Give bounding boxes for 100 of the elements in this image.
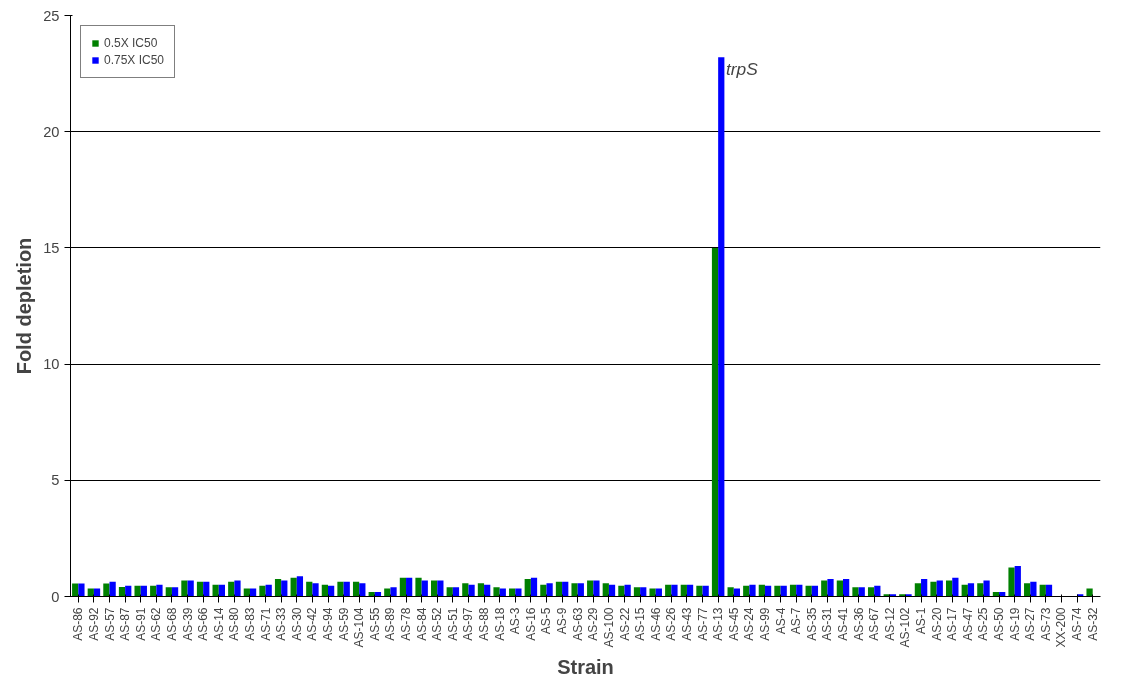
- bar: [1030, 581, 1037, 597]
- bar: [977, 583, 984, 597]
- bar: [421, 580, 428, 597]
- bar: [290, 577, 297, 597]
- x-tick-label: AS-22: [617, 607, 632, 641]
- bar: [181, 580, 188, 597]
- x-tick-label: AS-30: [289, 607, 304, 641]
- x-tick-label: AS-78: [399, 607, 414, 641]
- x-axis-title: Strain: [557, 655, 614, 678]
- x-tick-label: AS-74: [1070, 607, 1085, 641]
- bar: [930, 581, 937, 597]
- bar: [749, 584, 756, 597]
- x-tick-label: AS-16: [523, 607, 538, 641]
- bar: [390, 587, 397, 597]
- legend-label: 0.5X IC50: [104, 36, 158, 50]
- x-tick-label: AS-31: [820, 607, 835, 641]
- bar: [524, 579, 531, 597]
- x-tick-label: AS-3: [508, 607, 523, 635]
- x-tick-label: AS-36: [851, 607, 866, 641]
- y-tick-label: 0: [51, 588, 60, 605]
- bar: [343, 581, 350, 597]
- x-tick-label: AS-18: [492, 607, 507, 641]
- bar: [780, 585, 787, 597]
- x-tick-label: AS-5: [539, 607, 554, 635]
- x-tick-label: AS-91: [133, 607, 148, 641]
- x-tick-label: AS-55: [367, 607, 382, 641]
- x-tick-label: AS-77: [695, 607, 710, 641]
- x-tick-label: AS-100: [601, 607, 616, 648]
- bar: [983, 580, 990, 597]
- x-tick-label: AS-84: [414, 607, 429, 641]
- x-tick-label: AS-4: [773, 607, 788, 635]
- bar: [462, 583, 469, 597]
- bar: [821, 580, 828, 597]
- bar: [359, 583, 366, 597]
- bar: [571, 583, 578, 597]
- x-tick-label: AS-15: [633, 607, 648, 641]
- x-tick-label: AS-59: [336, 607, 351, 641]
- bar: [1024, 583, 1031, 597]
- x-tick-label: AS-41: [836, 607, 850, 641]
- x-tick-label: AS-66: [196, 607, 211, 641]
- x-tick-label: AS-62: [149, 607, 164, 641]
- x-tick-label: AS-92: [86, 607, 101, 641]
- x-tick-label: AS-57: [102, 607, 117, 641]
- bar: [836, 580, 843, 597]
- bar: [431, 580, 438, 597]
- bar: [234, 580, 241, 597]
- x-tick-label: AS-80: [227, 607, 242, 641]
- bar: [312, 583, 319, 597]
- bar: [1014, 566, 1021, 597]
- x-tick-label: AS-13: [711, 607, 726, 641]
- bar: [468, 584, 475, 597]
- bar: [946, 580, 953, 597]
- bar: [718, 57, 725, 597]
- bar: [446, 587, 453, 597]
- bar: [134, 585, 141, 597]
- bar: [150, 585, 157, 597]
- bar: [914, 583, 922, 597]
- x-tick-label: AS-1: [914, 607, 929, 635]
- bar: [867, 587, 875, 597]
- bar: [577, 583, 584, 597]
- bar: [587, 580, 594, 597]
- x-tick-label: AS-25: [976, 607, 991, 641]
- bar: [171, 587, 179, 597]
- bar: [555, 581, 563, 597]
- legend-label: 0.75X IC50: [104, 53, 165, 67]
- y-tick-label: 5: [51, 472, 60, 489]
- x-tick-label: AS-29: [586, 607, 601, 641]
- bar: [649, 588, 656, 597]
- x-tick-label: AS-9: [555, 607, 570, 635]
- x-tick-label: AS-42: [305, 607, 320, 641]
- x-tick-label: AS-94: [321, 607, 335, 641]
- x-tick-label: AS-27: [1023, 607, 1038, 641]
- x-tick-label: AS-50: [992, 607, 1007, 641]
- x-tick-label: AS-26: [664, 607, 679, 641]
- x-tick-label: AS-17: [945, 607, 960, 641]
- bar: [337, 581, 344, 597]
- bar: [764, 585, 772, 597]
- y-tick-label: 10: [43, 356, 60, 373]
- bar: [711, 247, 719, 597]
- y-tick-label: 20: [43, 123, 60, 140]
- x-tick-label: AS-104: [352, 607, 367, 648]
- bar: [967, 583, 975, 597]
- bar: [774, 585, 781, 597]
- x-tick-label: AS-51: [445, 607, 460, 641]
- x-tick-label: AS-45: [726, 607, 741, 641]
- bar: [281, 580, 288, 597]
- bar: [477, 583, 485, 597]
- bar: [1008, 567, 1015, 597]
- x-tick-label: AS-87: [118, 607, 133, 641]
- bar: [187, 580, 194, 597]
- bar: [562, 581, 569, 597]
- bar: [640, 587, 647, 597]
- x-tick-label: AS-73: [1038, 607, 1053, 641]
- y-axis-title: Fold depletion: [13, 237, 36, 375]
- x-tick-label: AS-19: [1007, 607, 1022, 641]
- x-tick-label: AS-88: [477, 607, 492, 641]
- x-tick-label: AS-7: [789, 607, 804, 635]
- bar: [858, 587, 865, 597]
- bar: [228, 581, 235, 597]
- bar: [593, 580, 600, 597]
